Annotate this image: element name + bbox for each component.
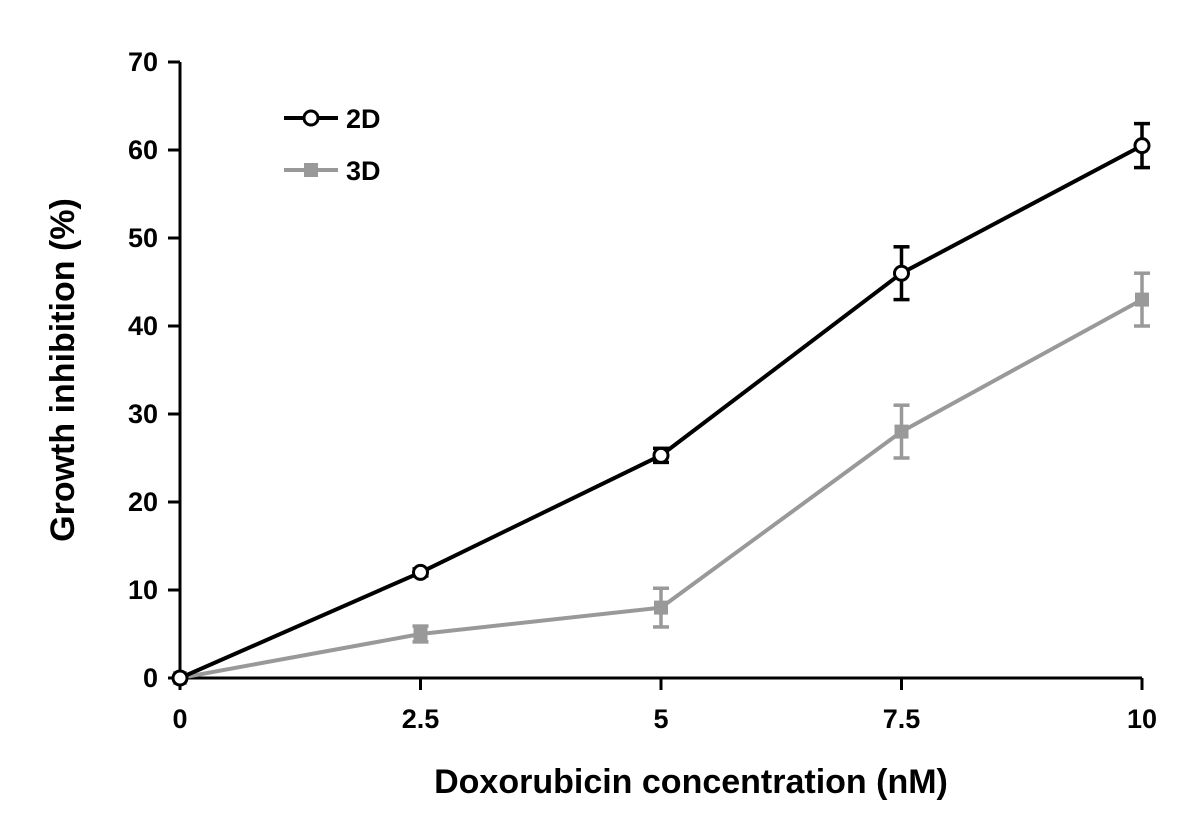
data-point <box>894 424 909 439</box>
legend: 2D 3D <box>284 104 381 186</box>
x-tick-label: 7.5 <box>883 704 921 734</box>
x-ticks: 0 2.5 5 7.5 10 <box>172 678 1157 734</box>
axes <box>178 62 1142 680</box>
data-point <box>412 563 429 581</box>
y-tick-label: 70 <box>128 47 158 77</box>
y-tick-label: 20 <box>128 487 158 517</box>
y-tick-label: 10 <box>128 575 158 605</box>
y-ticks: 0 10 20 30 40 50 60 70 <box>128 47 180 693</box>
series-layer <box>171 121 1151 687</box>
legend-marker <box>302 109 320 127</box>
x-tick-label: 5 <box>653 704 668 734</box>
data-point <box>171 669 189 687</box>
legend-marker <box>304 163 318 177</box>
legend-label: 2D <box>346 104 381 134</box>
x-tick-label: 2.5 <box>402 704 440 734</box>
data-point <box>1133 137 1151 155</box>
data-point <box>654 600 668 615</box>
series-3d <box>173 271 1150 685</box>
y-tick-label: 50 <box>128 223 158 253</box>
legend-item-2d: 2D <box>284 104 381 134</box>
y-tick-label: 30 <box>128 399 158 429</box>
data-point <box>413 627 428 641</box>
y-tick-label: 0 <box>143 663 158 693</box>
y-tick-label: 40 <box>128 311 158 341</box>
x-tick-label: 10 <box>1127 704 1157 734</box>
y-tick-label: 60 <box>128 135 158 165</box>
legend-label: 3D <box>346 156 381 186</box>
data-point <box>893 264 910 282</box>
data-point <box>652 446 670 464</box>
x-axis-title: Doxorubicin concentration (nM) <box>434 763 948 801</box>
y-axis-title: Growth inhibition (%) <box>44 198 82 542</box>
data-point <box>1135 292 1149 307</box>
x-tick-label: 0 <box>172 704 187 734</box>
series-2d <box>171 121 1151 687</box>
legend-item-3d: 3D <box>284 156 381 186</box>
